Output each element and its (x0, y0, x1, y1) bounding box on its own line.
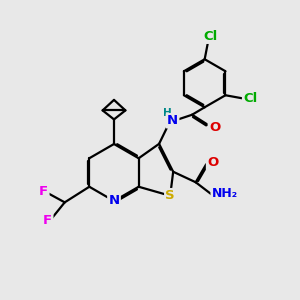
Text: NH₂: NH₂ (212, 187, 238, 200)
Text: O: O (207, 156, 218, 169)
Text: Cl: Cl (243, 92, 257, 105)
Text: S: S (165, 189, 175, 202)
Text: Cl: Cl (204, 30, 218, 43)
Text: F: F (39, 185, 48, 198)
Text: N: N (108, 194, 120, 208)
Text: O: O (209, 121, 220, 134)
Text: N: N (167, 114, 178, 127)
Text: F: F (43, 214, 52, 227)
Text: H: H (163, 108, 172, 118)
